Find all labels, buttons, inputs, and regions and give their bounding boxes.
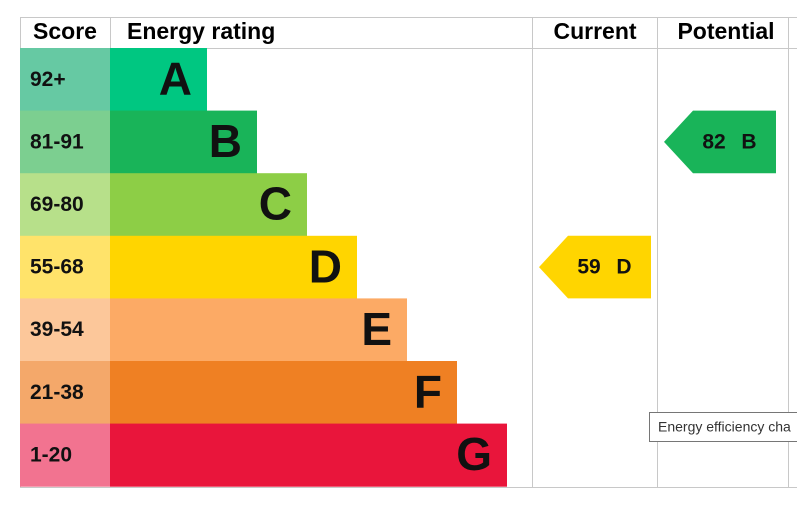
rating-letter: D [309,240,342,292]
potential-rating: B [741,130,756,153]
rating-letter: F [414,365,442,417]
header-current: Current [553,18,636,44]
current-rating: D [616,256,631,279]
current-score: 59 [577,256,600,279]
score-label: 55-68 [30,256,84,279]
tooltip: Energy efficiency cha [650,413,797,442]
score-label: 39-54 [30,318,84,341]
rating-letter: E [361,303,392,355]
rating-bar [110,361,457,424]
score-label: 69-80 [30,193,84,216]
rating-letter: A [159,52,192,104]
score-label: 81-91 [30,130,84,153]
rating-letter: B [209,115,242,167]
header-rating: Energy rating [127,18,275,44]
score-label: 21-38 [30,381,84,404]
header-potential: Potential [677,18,774,44]
score-label: 92+ [30,68,66,91]
tooltip-text: Energy efficiency cha [658,419,791,435]
potential-score: 82 [702,130,725,153]
score-label: 1-20 [30,443,72,466]
rating-bar [110,424,507,487]
rating-letter: G [456,428,492,480]
header-score: Score [33,18,97,44]
rating-letter: C [259,178,292,230]
